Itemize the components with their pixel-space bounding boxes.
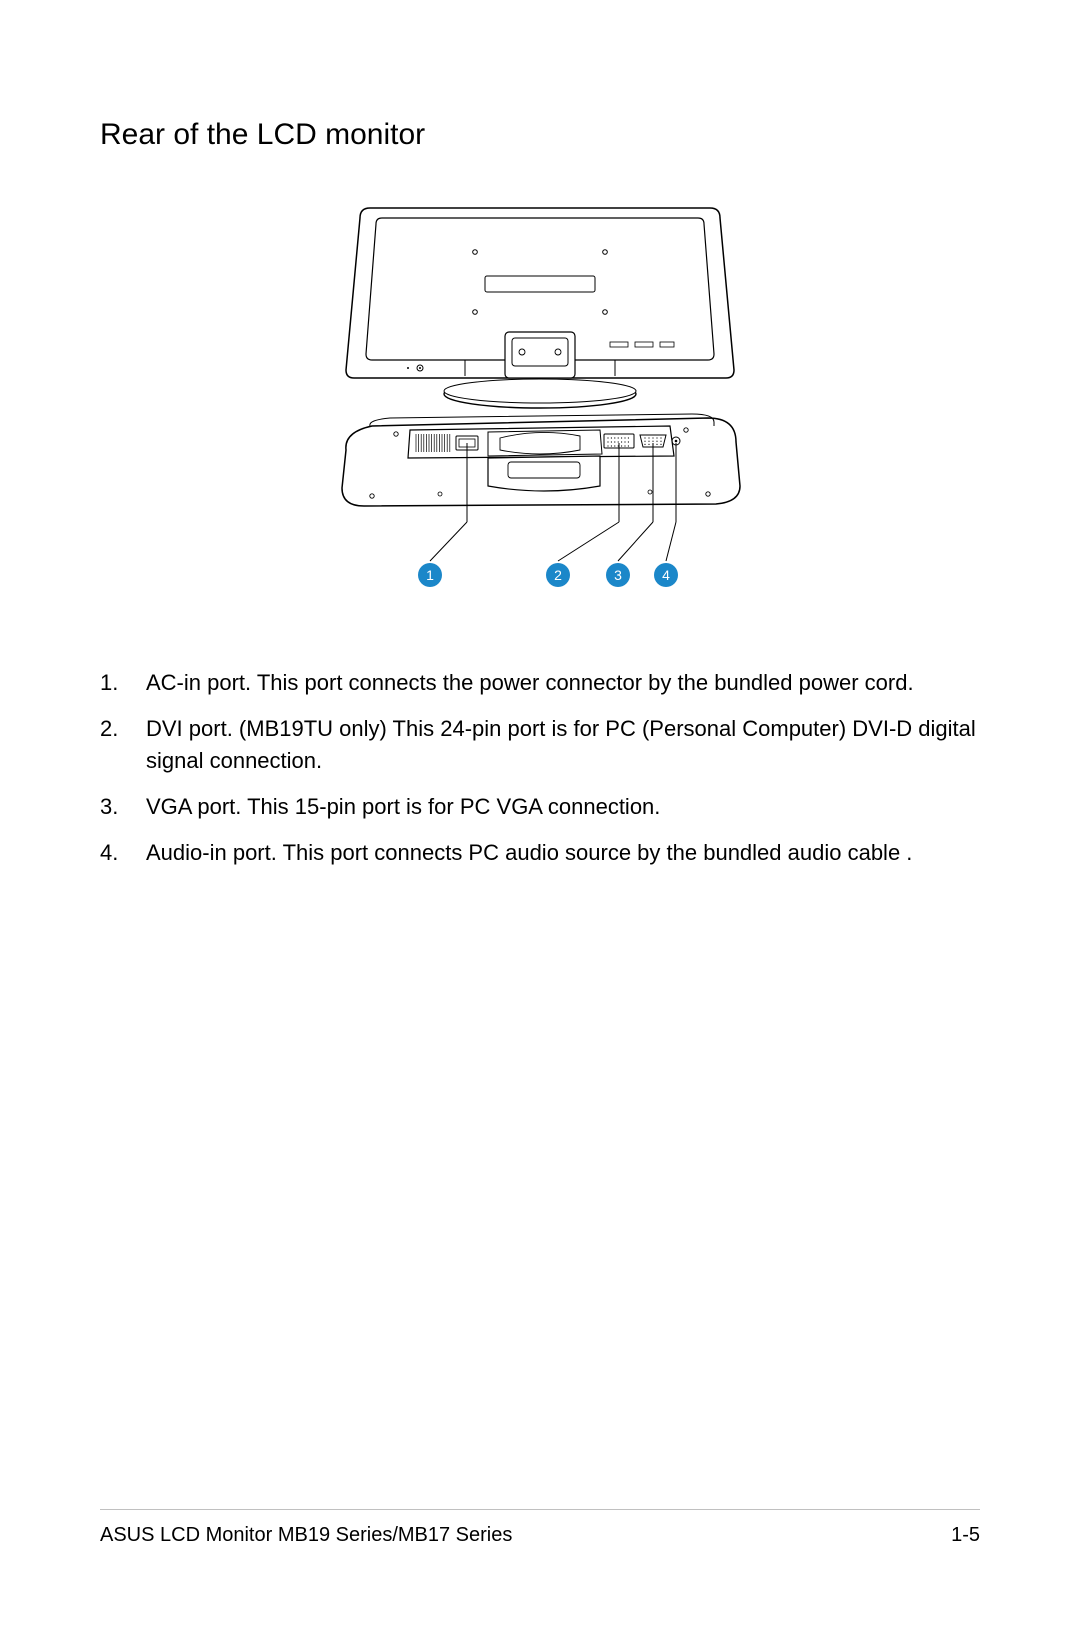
list-text: Audio-in port. This port connects PC aud… (146, 837, 980, 869)
monitor-diagram: 1 2 3 4 (300, 202, 780, 607)
page-footer: ASUS LCD Monitor MB19 Series/MB17 Series… (100, 1509, 980, 1547)
list-item: 1. AC-in port. This port connects the po… (100, 667, 980, 699)
diagram-container: 1 2 3 4 (100, 202, 980, 607)
list-text: VGA port. This 15-pin port is for PC VGA… (146, 791, 980, 823)
port-list: 1. AC-in port. This port connects the po… (100, 667, 980, 868)
section-heading: Rear of the LCD monitor (100, 118, 980, 152)
list-item: 2. DVI port. (MB19TU only) This 24-pin p… (100, 713, 980, 777)
list-text: DVI port. (MB19TU only) This 24-pin port… (146, 713, 980, 777)
callout-2-label: 2 (554, 567, 562, 583)
list-number: 3. (100, 791, 146, 823)
footer-right: 1-5 (951, 1524, 980, 1547)
list-item: 3. VGA port. This 15-pin port is for PC … (100, 791, 980, 823)
callout-1-label: 1 (426, 567, 434, 583)
diagram-svg: 1 2 3 4 (300, 202, 780, 602)
list-number: 1. (100, 667, 146, 699)
footer-left: ASUS LCD Monitor MB19 Series/MB17 Series (100, 1524, 512, 1547)
callout-3-label: 3 (614, 567, 622, 583)
list-item: 4. Audio-in port. This port connects PC … (100, 837, 980, 869)
callout-4-label: 4 (662, 567, 670, 583)
list-number: 2. (100, 713, 146, 777)
list-number: 4. (100, 837, 146, 869)
page: Rear of the LCD monitor 1 2 3 4 1. AC-in po… (0, 0, 1080, 1627)
list-text: AC-in port. This port connects the power… (146, 667, 980, 699)
